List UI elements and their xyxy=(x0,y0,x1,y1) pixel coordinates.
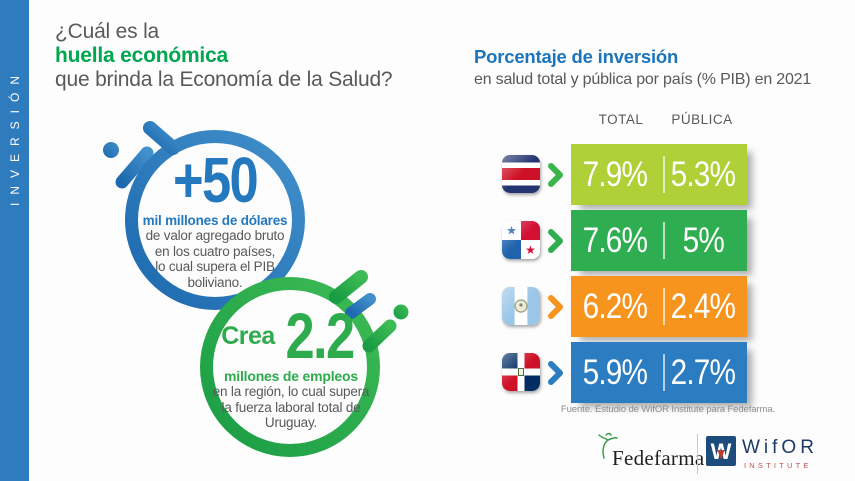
bar-costa-rica: 7.9% 5.3% xyxy=(571,144,747,205)
jobs-highlight: millones de empleos xyxy=(224,368,358,384)
green-antenna-line-icon xyxy=(329,270,368,304)
chart-heading: Porcentaje de inversión xyxy=(474,46,679,67)
chevron-right-icon xyxy=(548,229,563,253)
country-row-costa-rica: 7.9% 5.3% xyxy=(490,144,760,205)
column-header-total: TOTAL xyxy=(598,112,644,127)
gva-line-4: boliviano. xyxy=(187,274,243,290)
wifor-wordmark: WifOR xyxy=(742,437,818,458)
bar-guatemala: 6.2% 2.4% xyxy=(571,276,747,337)
footprint-circles-artwork xyxy=(103,121,409,457)
sidebar-inversion-band: INVERSIÓN xyxy=(0,0,29,481)
gva-line-3: lo cual supera el PIB xyxy=(155,259,275,274)
fedefarma-figure-icon xyxy=(598,432,618,459)
chevron-right-icon xyxy=(548,295,563,319)
sidebar-label: INVERSIÓN xyxy=(8,67,22,206)
green-dot-icon xyxy=(393,304,409,320)
jobs-circle-text: Crea 2.2 millones de empleos en la regió… xyxy=(196,300,386,431)
jobs-line-3: Uruguay. xyxy=(264,415,318,430)
jobs-value: 2.2 xyxy=(285,300,355,372)
bar-divider xyxy=(662,354,665,391)
bar-divider xyxy=(662,156,665,193)
value-total: 7.6% xyxy=(582,220,648,260)
blue-stub-line-icon xyxy=(345,293,376,319)
wifor-institute-label: INSTITUTE xyxy=(744,461,812,470)
gva-circle-ring xyxy=(125,130,305,310)
country-row-dominican-republic: 5.9% 2.7% xyxy=(490,342,760,403)
value-total: 7.9% xyxy=(582,154,648,194)
dominican-republic-flag-icon xyxy=(502,353,540,391)
bar-divider xyxy=(662,222,665,259)
bar-divider xyxy=(662,288,665,325)
gva-circle-text: +50 mil millones de dólares de valor agr… xyxy=(125,144,305,290)
chevron-right-icon xyxy=(548,361,563,385)
jobs-circle-ring xyxy=(200,277,380,457)
svg-text:★: ★ xyxy=(506,224,517,238)
title-line-3: que brinda la Economía de la Salud? xyxy=(55,68,393,91)
gva-highlight: mil millones de dólares xyxy=(142,213,288,228)
blue-dot-icon xyxy=(103,142,119,158)
chart-subheading: en salud total y pública por país (% PIB… xyxy=(474,71,812,88)
country-row-guatemala: 6.2% 2.4% xyxy=(490,276,760,337)
jobs-lead: Crea xyxy=(221,321,275,350)
bar-panama: 7.6% 5% xyxy=(571,210,747,271)
value-total: 5.9% xyxy=(582,352,648,392)
jobs-line-2: la fuerza laboral total de xyxy=(221,399,361,415)
country-row-panama: ★ ★ 7.6% 5% xyxy=(490,210,760,271)
wifor-w-icon: W xyxy=(706,436,736,466)
gva-value: +50 xyxy=(172,144,259,216)
title-line-1: ¿Cuál es la xyxy=(55,20,160,43)
page-title: ¿Cuál es la huella económica que brinda … xyxy=(55,20,393,92)
column-header-publica: PÚBLICA xyxy=(671,112,733,127)
costa-rica-flag-icon xyxy=(502,155,540,193)
source-note: Fuente. Estudio de WifOR Institute para … xyxy=(560,404,776,415)
guatemala-flag-icon xyxy=(502,287,540,325)
value-total: 6.2% xyxy=(582,286,648,326)
bar-dominican-republic: 5.9% 2.7% xyxy=(571,342,747,403)
gva-line-2: en los cuatro países, xyxy=(154,243,276,259)
value-publica: 5% xyxy=(682,220,724,260)
gva-line-1: de valor agregado bruto xyxy=(145,228,285,243)
fedefarma-wordmark: Fedefarma xyxy=(612,446,705,470)
chevron-right-icon xyxy=(548,163,563,187)
fedefarma-logo: Fedefarma xyxy=(596,430,704,474)
value-publica: 2.7% xyxy=(670,352,736,392)
wifor-logo: W WifOR INSTITUTE xyxy=(706,436,816,474)
blue-antenna-line-icon xyxy=(143,121,180,155)
logo-divider xyxy=(697,434,698,474)
title-line-2: huella económica xyxy=(55,44,229,67)
green-stub-line-icon xyxy=(362,319,397,353)
blue-splash-line-icon xyxy=(115,146,154,189)
panama-flag-icon: ★ ★ xyxy=(502,221,540,259)
value-publica: 2.4% xyxy=(670,286,736,326)
jobs-line-1: en la región, lo cual supera xyxy=(212,384,370,399)
value-publica: 5.3% xyxy=(670,154,736,194)
svg-text:★: ★ xyxy=(525,243,536,257)
